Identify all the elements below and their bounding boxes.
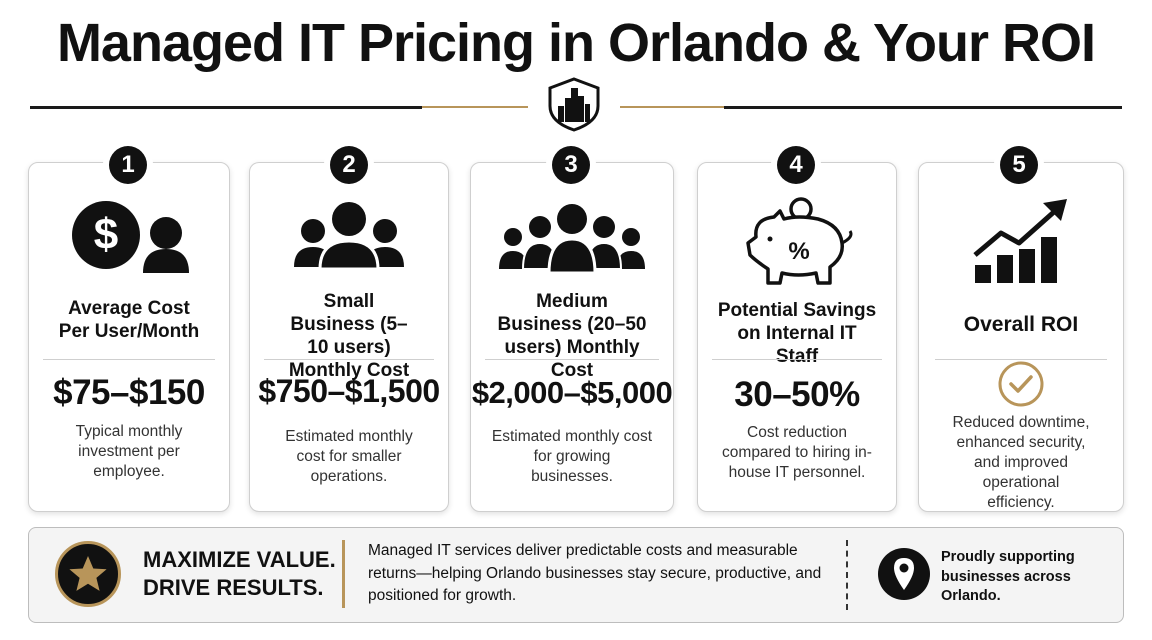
title-divider-left-accent — [422, 106, 528, 108]
card-heading: Potential Savings on Internal IT Staff — [717, 300, 877, 367]
footer-headline-line1: MAXIMIZE VALUE. — [143, 547, 336, 572]
footer-headline: MAXIMIZE VALUE. DRIVE RESULTS. — [143, 546, 336, 602]
large-group-icon — [499, 204, 645, 275]
title-divider-right-accent — [620, 106, 724, 108]
star-icon — [69, 556, 107, 591]
checkmark-circle-icon — [998, 361, 1044, 407]
step-badge-2: 2 — [330, 146, 368, 184]
card-average-cost: $ Average Cost Per User/Month $75–$150 T… — [28, 162, 230, 512]
location-pin-icon — [878, 548, 930, 600]
card-description: Cost reduction compared to hiring in-hou… — [722, 424, 872, 481]
card-savings: % Potential Savings on Internal IT Staff… — [697, 162, 897, 512]
card-divider — [264, 359, 434, 360]
footer-banner: MAXIMIZE VALUE. DRIVE RESULTS. Managed I… — [28, 527, 1124, 623]
card-description: Reduced downtime, enhanced security, and… — [952, 414, 1090, 511]
dollar-user-icon: $ — [72, 201, 189, 273]
card-value: $2,000–$5,000 — [471, 375, 673, 410]
piggy-bank-percent-icon: % — [746, 197, 853, 285]
card-small-business: Small Business (5–10 users) Monthly Cost… — [249, 162, 449, 512]
small-group-icon — [294, 202, 404, 271]
footer-headline-line2: DRIVE RESULTS. — [143, 575, 324, 600]
growth-chart-icon — [973, 199, 1067, 283]
card-description: Estimated monthly cost for smaller opera… — [285, 428, 413, 485]
step-badge-1: 1 — [109, 146, 147, 184]
city-shield-icon — [548, 77, 600, 132]
card-value: $750–$1,500 — [258, 373, 440, 409]
title-divider-left — [30, 106, 422, 109]
star-badge — [55, 541, 121, 607]
card-description: Typical monthly investment per employee. — [75, 423, 183, 480]
footer-support-text: Proudly supporting businesses across Orl… — [941, 549, 1075, 604]
step-badge-4: 4 — [777, 146, 815, 184]
card-heading: Average Cost Per User/Month — [58, 298, 200, 342]
card-value: $75–$150 — [53, 373, 205, 412]
svg-text:$: $ — [94, 210, 118, 259]
card-overall-roi: Overall ROI Reduced downtime, enhanced s… — [918, 162, 1124, 512]
footer-body: Managed IT services deliver predictable … — [368, 542, 822, 604]
footer-gold-divider — [342, 540, 345, 608]
card-divider — [712, 359, 882, 360]
card-description: Estimated monthly cost for growing busin… — [491, 428, 653, 485]
card-heading: Medium Business (20–50 users) Monthly Co… — [497, 291, 647, 381]
step-badge-3: 3 — [552, 146, 590, 184]
card-heading: Small Business (5–10 users) Monthly Cost — [288, 291, 410, 381]
footer-dashed-divider — [846, 540, 848, 610]
card-divider — [43, 359, 215, 360]
svg-text:%: % — [788, 238, 809, 265]
title-divider-right — [724, 106, 1122, 109]
card-medium-business: Medium Business (20–50 users) Monthly Co… — [470, 162, 674, 512]
card-heading: Overall ROI — [963, 313, 1079, 336]
card-value: 30–50% — [734, 375, 860, 414]
card-divider — [935, 359, 1107, 360]
card-divider — [485, 359, 659, 360]
step-badge-5: 5 — [1000, 146, 1038, 184]
page-title: Managed IT Pricing in Orlando & Your ROI — [56, 13, 1096, 73]
